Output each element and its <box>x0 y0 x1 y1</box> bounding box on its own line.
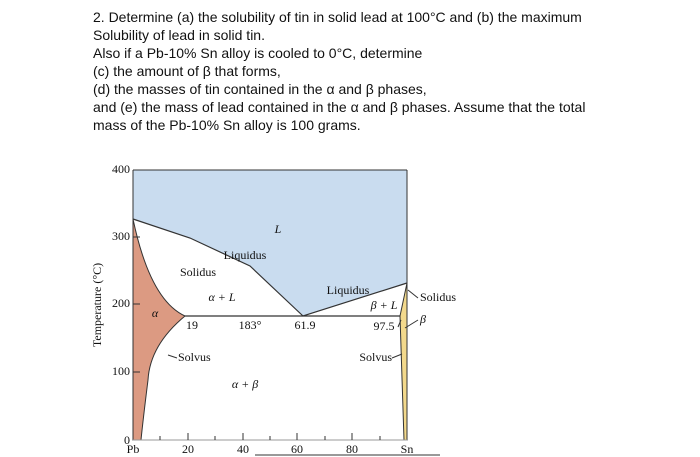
y-tick-label: 300 <box>112 229 130 243</box>
line-label: Liquidus <box>327 283 370 297</box>
region-label: α + β <box>232 377 258 391</box>
question-line: (c) the amount of β that forms, <box>93 63 281 79</box>
liquidus-line <box>132 218 408 317</box>
line-label: Solidus <box>420 290 456 304</box>
line-label: Solidus <box>180 265 216 279</box>
y-tick-label: 400 <box>112 162 130 176</box>
leader-lines <box>167 289 419 359</box>
question-line: Also if a Pb-10% Sn alloy is cooled to 0… <box>93 45 423 61</box>
region-label: α <box>152 306 159 320</box>
x-tick-label: Pb <box>127 442 140 456</box>
line-label: Solvus <box>359 350 392 364</box>
x-tick-label: 80 <box>346 442 358 456</box>
question-line: 2. Determine (a) the solubility of tin i… <box>93 9 582 25</box>
beta-region <box>399 282 408 441</box>
question-line: Solubility of lead in solid tin. <box>93 27 265 43</box>
alpha-region <box>132 218 186 441</box>
point-label: 97.5 <box>374 319 395 333</box>
x-tick-label: 60 <box>291 442 303 456</box>
tick-marks <box>133 169 381 440</box>
question-line: (d) the masses of tin contained in the α… <box>93 81 427 97</box>
line-label: Liquidus <box>224 248 267 262</box>
question-text: 2. Determine (a) the solubility of tin i… <box>93 8 653 134</box>
liquid-region <box>133 170 407 316</box>
x-tick-label: 40 <box>237 442 249 456</box>
question-line: mass of the Pb-10% Sn alloy is 100 grams… <box>93 117 361 133</box>
question-line: and (e) the mass of lead contained in th… <box>93 99 586 115</box>
y-tick-label: 200 <box>112 296 130 310</box>
region-label: L <box>274 222 282 236</box>
line-label: Solvus <box>178 350 211 364</box>
y-axis-label: Temperature (°C) <box>90 263 104 347</box>
region-label: β <box>419 312 426 326</box>
point-label: 19 <box>186 318 198 332</box>
x-tick-label: Sn <box>401 442 414 456</box>
region-label: α + L <box>208 290 235 304</box>
y-tick-label: 0 <box>124 433 130 447</box>
point-label: 183° <box>239 318 262 332</box>
region-label: β + L <box>370 298 398 312</box>
x-tick-label: 20 <box>182 442 194 456</box>
y-tick-label: 100 <box>112 364 130 378</box>
point-label: 61.9 <box>295 318 316 332</box>
